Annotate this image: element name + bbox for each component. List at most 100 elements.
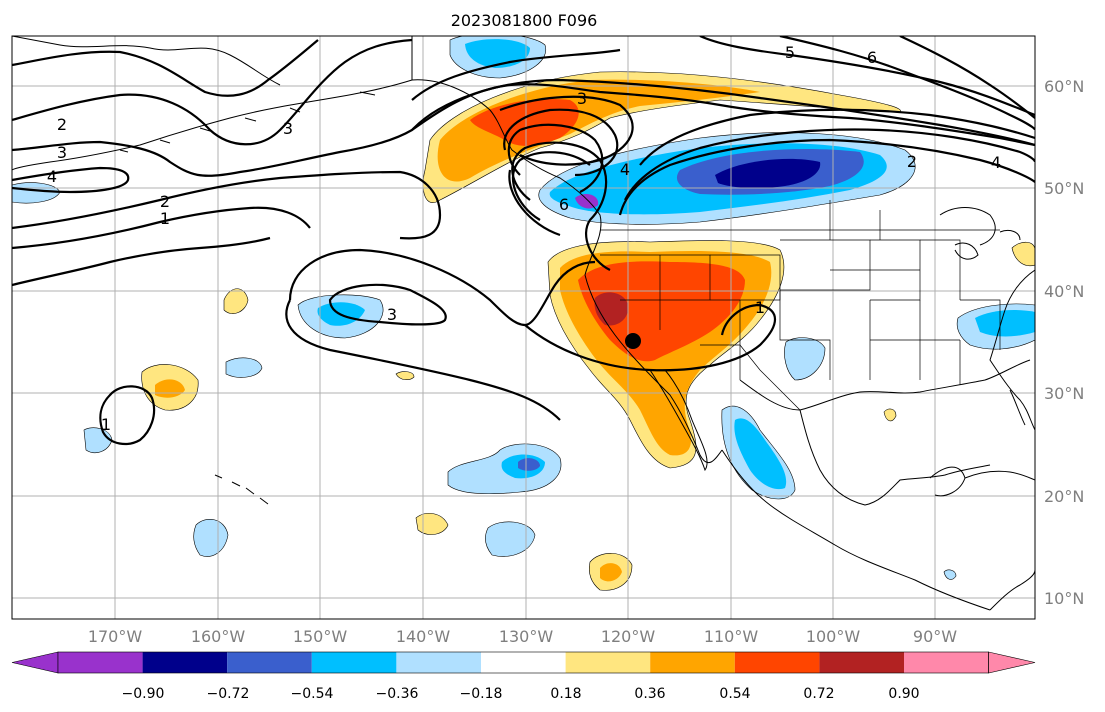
warm-anomaly-pacific-10-core <box>600 563 622 582</box>
colorbar-segment <box>819 652 904 673</box>
contour-line <box>511 141 611 271</box>
contour-line <box>285 299 561 421</box>
contour-line <box>12 38 413 146</box>
location-marker <box>625 333 641 349</box>
colorbar-segment <box>481 652 566 673</box>
colorbar-labels: −0.90 −0.72 −0.54 −0.36 −0.18 0.18 0.36 … <box>122 686 920 702</box>
coastlines <box>12 36 1035 611</box>
colorbar <box>11 651 1036 674</box>
lat-label: 50°N <box>1044 179 1084 198</box>
contour-label: 1 <box>755 298 765 317</box>
contour-line <box>508 169 561 237</box>
cool-anomaly-pacific-2 <box>225 357 263 378</box>
colorbar-tick-label: −0.72 <box>207 686 250 702</box>
contour-label: 2 <box>57 115 67 134</box>
contour-line <box>12 39 319 97</box>
contour-label: 3 <box>577 89 587 108</box>
cool-anomaly-texas <box>784 337 826 381</box>
cool-anomaly-pacific-6-max <box>518 458 540 471</box>
contour-line <box>507 123 604 193</box>
contour-label: 4 <box>47 167 57 186</box>
cool-anomaly-central-america <box>943 569 957 580</box>
political-borders <box>600 200 1001 411</box>
colorbar-tick-label: −0.90 <box>122 686 165 702</box>
colorbar-segment <box>227 652 312 673</box>
warm-anomaly-pacific-4 <box>395 371 415 380</box>
contour-label: 4 <box>991 153 1001 172</box>
warm-anomaly-pacific-8 <box>415 512 449 535</box>
colorbar-extend-low <box>11 651 59 674</box>
lon-label: 90°W <box>913 627 957 646</box>
contour-line <box>12 206 311 250</box>
contour-label: 3 <box>283 119 293 138</box>
contour-line <box>12 166 130 194</box>
contour-line <box>899 36 1035 119</box>
cool-anomaly-pacific-9 <box>193 518 229 557</box>
colorbar-segment <box>58 652 143 673</box>
lat-label: 30°N <box>1044 384 1084 403</box>
lon-label: 170°W <box>88 627 143 646</box>
gridlines <box>12 36 1035 619</box>
contour-label: 3 <box>387 305 397 324</box>
colorbar-extend-high <box>988 651 1036 674</box>
cool-anomaly-baja-core <box>734 418 787 490</box>
cool-anomaly-plains-max <box>715 158 821 189</box>
contour-line <box>618 138 1035 216</box>
colorbar-segment <box>904 652 989 673</box>
contour-line <box>12 170 442 240</box>
colorbar-segment <box>396 652 481 673</box>
cool-anomaly-east-coast-core <box>975 310 1035 337</box>
lat-label: 10°N <box>1044 589 1084 608</box>
cool-anomaly-pacific-7 <box>485 521 536 557</box>
contour-label: 4 <box>620 160 630 179</box>
colorbar-tick-label: 0.54 <box>719 686 750 702</box>
contour-line <box>639 108 1035 166</box>
longitude-labels: 170°W 160°W 150°W 140°W 130°W 120°W 110°… <box>88 627 957 646</box>
colorbar-tick-label: 0.18 <box>550 686 581 702</box>
colorbar-tick-label: −0.54 <box>291 686 334 702</box>
contour-line <box>524 303 777 372</box>
colorbar-segment <box>734 652 820 673</box>
map-panel: 2 3 4 2 1 3 3 4 6 5 6 4 2 3 1 1 <box>12 36 1035 619</box>
contour-label: 1 <box>101 415 111 434</box>
contour-line <box>411 48 621 101</box>
colorbar-tick-label: −0.36 <box>376 686 419 702</box>
contour-line <box>12 236 271 287</box>
contour-label-group: 2 3 4 2 1 3 3 4 6 5 6 4 2 3 1 1 <box>47 43 1001 434</box>
lat-label: 20°N <box>1044 487 1084 506</box>
colorbar-tick-label: 0.72 <box>803 686 834 702</box>
anomaly-shading <box>12 36 1035 591</box>
contour-line <box>779 36 1035 131</box>
contour-label: 2 <box>907 152 917 171</box>
colorbar-tick-label: 0.90 <box>888 686 919 702</box>
lat-label: 60°N <box>1044 77 1084 96</box>
lon-label: 100°W <box>806 627 861 646</box>
figure-title: 2023081800 F096 <box>451 11 598 30</box>
map-frame <box>11 35 1036 620</box>
contour-label: 3 <box>57 143 67 162</box>
colorbar-segment <box>650 652 735 673</box>
lon-label: 160°W <box>191 627 246 646</box>
contour-line <box>499 95 634 166</box>
colorbar-tick-label: 0.36 <box>634 686 665 702</box>
lon-label: 150°W <box>293 627 348 646</box>
contour-line <box>99 385 156 446</box>
contour-label: 1 <box>160 209 170 228</box>
contour-line <box>511 151 591 221</box>
warm-anomaly-gulf <box>883 408 897 422</box>
colorbar-outline <box>57 651 989 674</box>
contour-label: 2 <box>160 192 170 211</box>
colorbar-segment <box>565 652 651 673</box>
colorbar-tick-label: −0.18 <box>460 686 503 702</box>
contour-line <box>328 283 447 326</box>
contour-label: 5 <box>785 43 795 62</box>
contour-line <box>699 36 1035 117</box>
lon-label: 110°W <box>704 627 759 646</box>
height-contours <box>12 36 1035 446</box>
colorbar-segment <box>142 652 228 673</box>
lat-label: 40°N <box>1044 282 1084 301</box>
lon-label: 120°W <box>601 627 656 646</box>
contour-line <box>624 128 1035 201</box>
contour-label: 6 <box>867 48 877 67</box>
